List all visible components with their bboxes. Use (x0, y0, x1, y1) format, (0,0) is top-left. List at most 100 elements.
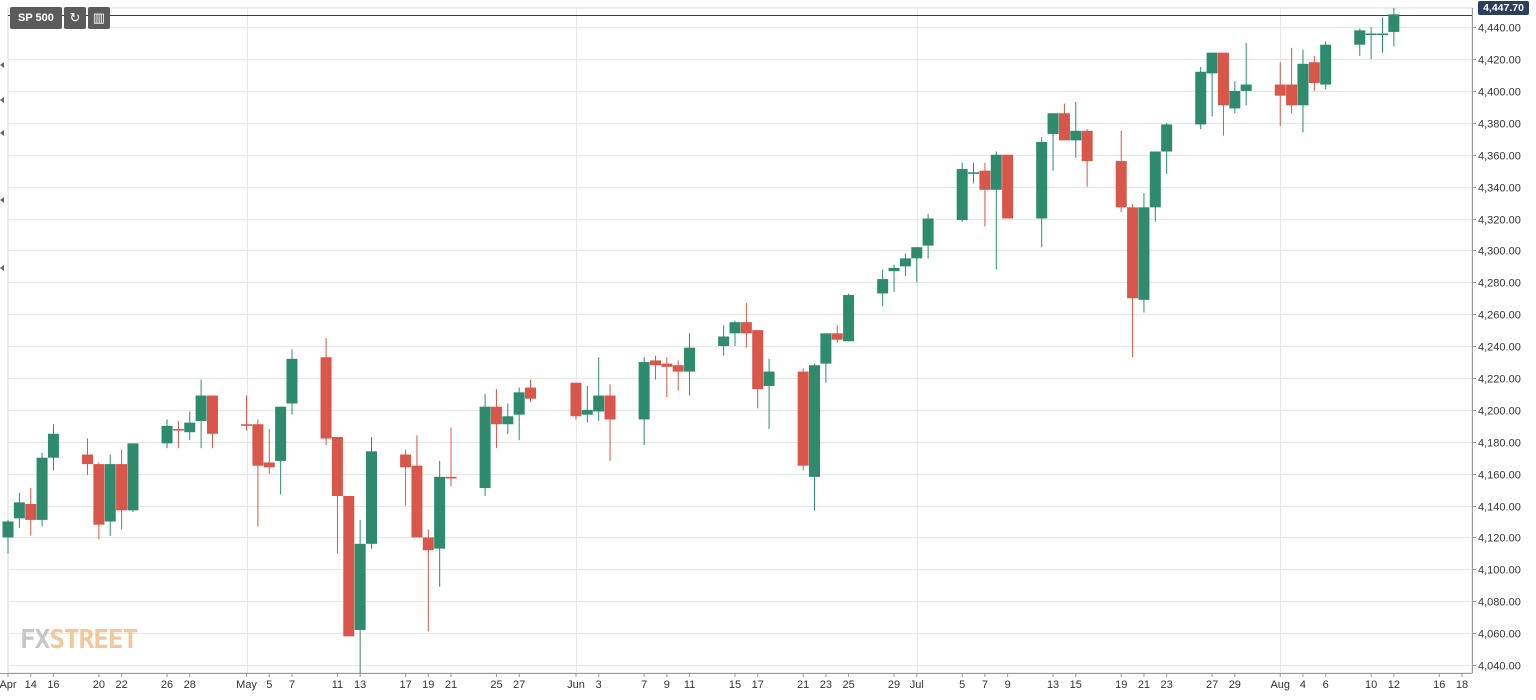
candle (184, 411, 196, 441)
candle (13, 492, 25, 528)
x-tick-label: 29 (888, 679, 900, 691)
candle (343, 495, 355, 637)
candle (1036, 137, 1048, 248)
candle (740, 303, 752, 348)
candle (513, 387, 525, 441)
candle-body (490, 406, 502, 425)
candle (479, 393, 491, 496)
fxstreet-logo: FXSTREET (20, 625, 138, 655)
candle (1002, 154, 1014, 219)
candle (1138, 192, 1150, 313)
candle-body (1388, 14, 1400, 32)
candle (422, 529, 434, 632)
x-tick-label: 25 (842, 679, 854, 691)
candle-body (1286, 84, 1298, 106)
candle-body (263, 462, 275, 468)
x-tick-label: 17 (752, 679, 764, 691)
candle (1149, 151, 1161, 222)
candle-body (25, 503, 37, 520)
candle-body (1036, 141, 1048, 219)
x-tick-label: 3 (596, 679, 602, 691)
candle (206, 395, 218, 449)
left-axis-marker (0, 130, 4, 136)
candle (1297, 49, 1309, 133)
candle-body (1240, 84, 1252, 91)
candle-body (104, 464, 116, 522)
candle (899, 253, 911, 276)
candle (354, 519, 366, 673)
x-tick-label: 22 (115, 679, 127, 691)
y-tick-label: 4,380.00 (1478, 119, 1521, 131)
candle-body (422, 537, 434, 551)
x-tick-label: 25 (490, 679, 502, 691)
x-tick-label: 18 (1456, 679, 1468, 691)
x-tick-label: 16 (47, 679, 59, 691)
candle-body (1047, 113, 1059, 134)
candle-body (1229, 90, 1241, 109)
candle (525, 379, 537, 402)
candle-body (1297, 63, 1309, 106)
y-tick-label: 4,140.00 (1478, 502, 1521, 514)
candle (1115, 130, 1127, 213)
y-tick-label: 4,420.00 (1478, 55, 1521, 67)
candle (1058, 103, 1070, 141)
candle-body (843, 295, 855, 342)
x-tick-label: 7 (982, 679, 988, 691)
y-tick-label: 4,160.00 (1478, 470, 1521, 482)
x-tick-label: 16 (1433, 679, 1445, 691)
candle-body (206, 395, 218, 434)
candle-body (661, 363, 673, 367)
y-tick-label: 4,400.00 (1478, 87, 1521, 99)
refresh-icon[interactable]: ↻ (63, 7, 86, 29)
x-tick-label: 21 (445, 679, 457, 691)
candle (366, 436, 377, 549)
x-tick-label: 20 (93, 679, 105, 691)
candle-body (1308, 62, 1320, 83)
x-tick-label: 7 (641, 679, 647, 691)
candle-body (1058, 113, 1070, 141)
candle (672, 360, 684, 391)
y-tick-label: 4,360.00 (1478, 151, 1521, 163)
candle (956, 162, 968, 222)
y-tick-label: 4,440.00 (1478, 23, 1521, 35)
candle (104, 454, 116, 536)
candlestick-chart-icon[interactable]: ▥ (87, 7, 110, 29)
x-tick-label: Jun (567, 679, 585, 691)
candle (1047, 113, 1059, 171)
candle (241, 395, 253, 431)
candle (331, 436, 343, 554)
candle-body (400, 454, 412, 468)
x-tick-label: 19 (422, 679, 434, 691)
candle (1195, 67, 1207, 130)
symbol-button[interactable]: SP 500 (10, 7, 62, 29)
candle-body (820, 333, 832, 364)
x-tick-label: 5 (266, 679, 272, 691)
candle (649, 355, 661, 380)
candle (93, 462, 105, 540)
candle-body (82, 454, 94, 465)
candle-body (1365, 33, 1377, 36)
candle (661, 357, 673, 398)
candle (1127, 204, 1139, 358)
candle (797, 368, 809, 471)
x-tick-label: 23 (1161, 679, 1173, 691)
candle (1161, 122, 1173, 174)
candle-body (968, 172, 980, 174)
candle-body (990, 154, 1002, 190)
candle-body (275, 406, 287, 461)
candle (25, 488, 37, 536)
candle-body (513, 392, 525, 415)
candle (490, 389, 502, 449)
candle-body (502, 416, 514, 425)
candle-body (172, 429, 184, 431)
candle-body (525, 387, 537, 399)
candle-body (1149, 151, 1161, 208)
candle-body (1195, 71, 1207, 125)
candle (1376, 17, 1388, 53)
candle (1217, 52, 1229, 136)
logo-part-street: STREET (49, 625, 138, 655)
x-tick-label: 11 (332, 679, 343, 691)
candle-body (1161, 124, 1173, 152)
candle-body (672, 365, 684, 372)
